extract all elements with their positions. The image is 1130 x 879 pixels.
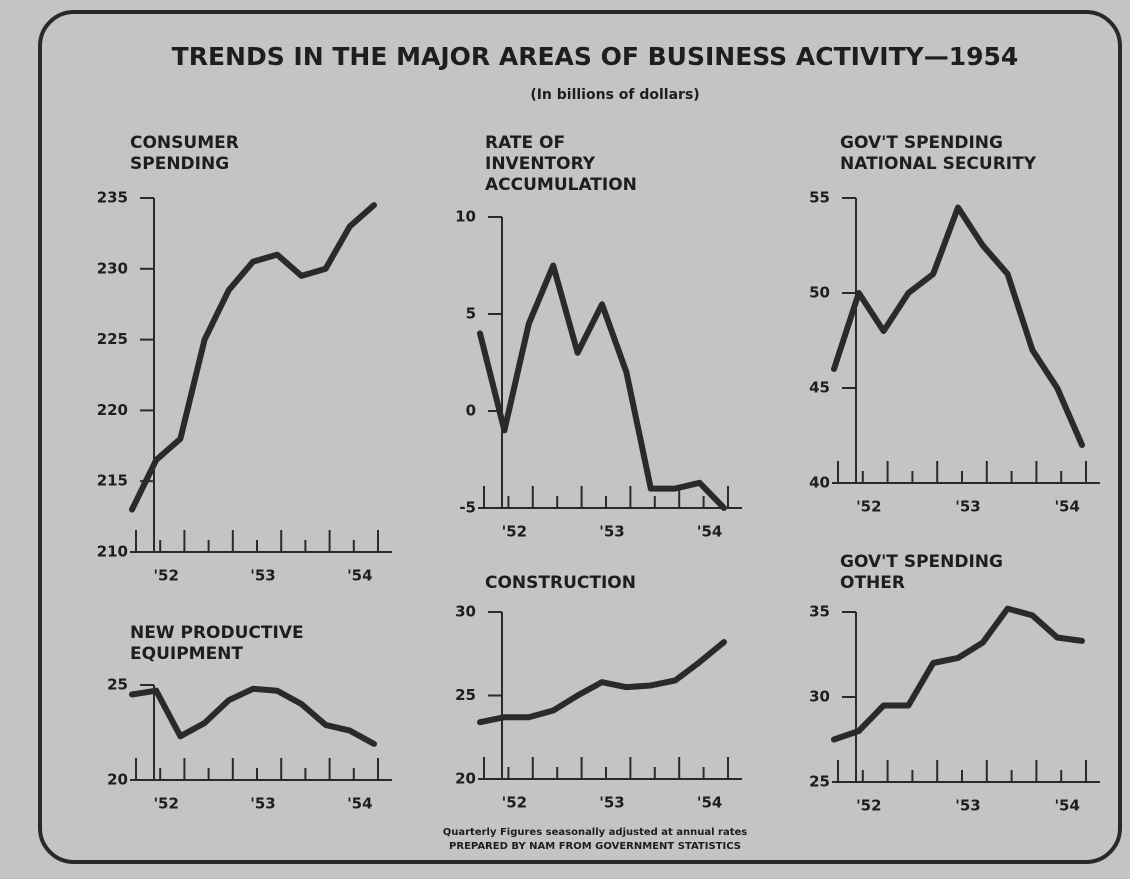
chart-page: TRENDS IN THE MAJOR AREAS OF BUSINESS AC… <box>0 0 1130 879</box>
y-tick-label: 230 <box>97 259 128 277</box>
y-tick-label: 55 <box>809 189 830 207</box>
x-tick-label: '54 <box>347 795 372 813</box>
panel-title: CONSUMER <box>130 133 239 153</box>
x-tick-label: '52 <box>502 523 527 541</box>
y-tick-label: 20 <box>107 771 128 789</box>
panel-title: INVENTORY <box>485 154 596 174</box>
y-tick-label: 10 <box>455 208 476 226</box>
y-tick-label: 210 <box>97 543 128 561</box>
x-tick-label: '52 <box>153 567 178 585</box>
y-tick-label: 45 <box>809 379 830 397</box>
panel-title: CONSTRUCTION <box>485 573 636 593</box>
y-tick-label: 215 <box>97 472 128 490</box>
x-tick-label: '53 <box>599 523 624 541</box>
panel-title: SPENDING <box>130 154 229 174</box>
x-tick-label: '54 <box>1054 498 1079 516</box>
panel-title: GOV'T SPENDING <box>840 552 1003 572</box>
y-tick-label: 40 <box>809 474 830 492</box>
panel-title: EQUIPMENT <box>130 644 243 664</box>
x-tick-label: '54 <box>347 567 372 585</box>
x-tick-label: '53 <box>955 498 980 516</box>
footnote: PREPARED BY NAM FROM GOVERNMENT STATISTI… <box>449 841 741 852</box>
x-tick-label: '53 <box>599 794 624 812</box>
y-tick-label: 20 <box>455 770 476 788</box>
panel-title: OTHER <box>840 573 905 593</box>
panel-title: NATIONAL SECURITY <box>840 154 1037 174</box>
x-tick-label: '53 <box>250 795 275 813</box>
x-tick-label: '53 <box>955 797 980 815</box>
x-tick-label: '52 <box>856 498 881 516</box>
page-subtitle: (In billions of dollars) <box>530 87 699 103</box>
page-title: TRENDS IN THE MAJOR AREAS OF BUSINESS AC… <box>172 42 1019 71</box>
x-tick-label: '54 <box>697 794 722 812</box>
y-tick-label: 50 <box>809 284 830 302</box>
panel-title: ACCUMULATION <box>485 175 637 195</box>
x-tick-label: '53 <box>250 567 275 585</box>
x-tick-label: '54 <box>1054 797 1079 815</box>
panel-title: NEW PRODUCTIVE <box>130 623 304 643</box>
y-tick-label: -5 <box>459 499 476 517</box>
y-tick-label: 25 <box>455 686 476 704</box>
y-tick-label: 0 <box>466 402 476 420</box>
panel-title: GOV'T SPENDING <box>840 133 1003 153</box>
x-tick-label: '52 <box>856 797 881 815</box>
x-tick-label: '54 <box>697 523 722 541</box>
x-tick-label: '52 <box>502 794 527 812</box>
y-tick-label: 30 <box>809 688 830 706</box>
footnote: Quarterly Figures seasonally adjusted at… <box>443 827 748 838</box>
background <box>0 0 1130 879</box>
y-tick-label: 5 <box>466 305 476 323</box>
y-tick-label: 220 <box>97 401 128 419</box>
y-tick-label: 35 <box>809 603 830 621</box>
y-tick-label: 235 <box>97 189 128 207</box>
x-tick-label: '52 <box>153 795 178 813</box>
y-tick-label: 25 <box>107 676 128 694</box>
y-tick-label: 25 <box>809 773 830 791</box>
y-tick-label: 30 <box>455 603 476 621</box>
panel-title: RATE OF <box>485 133 565 153</box>
y-tick-label: 225 <box>97 330 128 348</box>
